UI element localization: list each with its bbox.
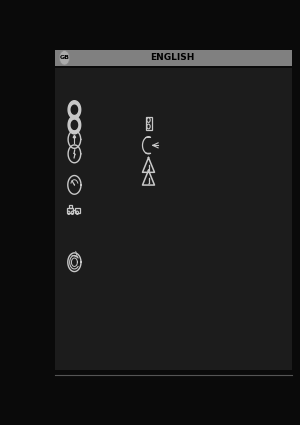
Polygon shape: [68, 101, 81, 119]
Circle shape: [148, 171, 149, 172]
Polygon shape: [73, 136, 76, 138]
Circle shape: [74, 184, 75, 186]
Bar: [69, 205, 72, 208]
Polygon shape: [71, 121, 77, 129]
FancyBboxPatch shape: [55, 68, 292, 370]
Bar: [75, 208, 80, 213]
Text: GB: GB: [59, 55, 70, 60]
Circle shape: [59, 51, 70, 65]
Polygon shape: [68, 116, 81, 134]
FancyBboxPatch shape: [55, 50, 292, 66]
Bar: [146, 117, 152, 130]
Bar: [67, 208, 73, 213]
Polygon shape: [71, 105, 77, 114]
Text: ENGLISH: ENGLISH: [150, 53, 195, 62]
